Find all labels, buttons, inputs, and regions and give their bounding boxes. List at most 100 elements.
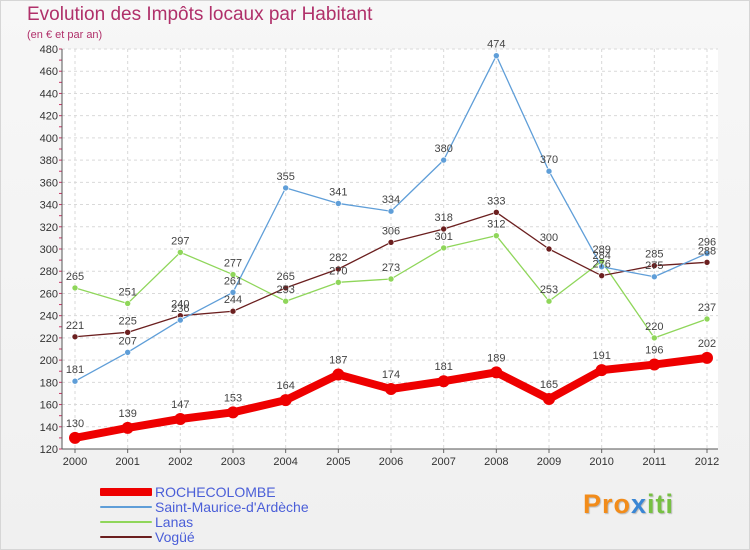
data-point	[177, 249, 184, 256]
data-label: 221	[66, 320, 84, 332]
y-tick-label: 360	[40, 177, 58, 189]
data-point	[229, 307, 237, 315]
data-point	[440, 156, 447, 164]
data-point	[493, 232, 500, 239]
data-label: 265	[276, 271, 294, 283]
data-point	[598, 272, 605, 279]
x-tick-label: 2012	[695, 456, 719, 468]
data-label: 312	[487, 219, 505, 231]
legend-swatch	[100, 535, 152, 538]
data-point	[124, 300, 131, 307]
proxiti-logo: Proxiti	[583, 489, 674, 520]
x-tick-label: 2007	[431, 456, 455, 468]
y-tick-label: 260	[40, 288, 58, 300]
x-tick-label: 2001	[115, 456, 139, 468]
data-point	[651, 334, 658, 342]
y-tick-label: 400	[40, 133, 58, 145]
data-point	[124, 329, 131, 336]
chart-legend: ROCHECOLOMBE Saint-Maurice-d'Ardèche Lanas…	[100, 484, 309, 545]
data-label: 380	[434, 143, 452, 155]
data-label: 284	[592, 250, 610, 262]
legend-label: Saint-Maurice-d'Ardèche	[155, 498, 309, 515]
data-point	[651, 262, 658, 269]
data-point	[385, 383, 397, 395]
data-point	[493, 52, 500, 59]
data-label: 253	[276, 284, 294, 296]
x-tick-label: 2005	[326, 456, 350, 468]
data-label: 333	[487, 195, 505, 207]
x-tick-label: 2000	[63, 456, 87, 468]
data-label: 225	[118, 315, 136, 327]
data-label: 139	[118, 408, 136, 420]
data-label: 251	[118, 286, 136, 298]
data-label: 300	[540, 232, 558, 244]
y-tick-label: 200	[40, 355, 58, 367]
data-point	[651, 273, 658, 281]
data-point	[174, 413, 187, 425]
data-label: 270	[329, 265, 347, 277]
y-tick-label: 160	[40, 400, 58, 412]
x-tick-label: 2006	[379, 456, 403, 468]
data-label: 334	[382, 194, 400, 206]
data-label: 189	[487, 352, 505, 364]
data-label: 191	[592, 350, 610, 362]
data-point	[335, 279, 342, 286]
data-point	[282, 297, 289, 305]
data-label: 164	[276, 380, 294, 392]
data-label: 276	[592, 259, 610, 271]
data-point	[387, 207, 395, 215]
data-point	[437, 375, 450, 388]
data-point	[387, 239, 395, 246]
data-label: 288	[698, 245, 716, 257]
data-point	[703, 259, 711, 266]
y-tick-label: 140	[40, 422, 58, 434]
data-label: 285	[645, 249, 663, 261]
legend-item: Lanas	[100, 514, 309, 530]
data-point	[279, 394, 292, 407]
data-point	[545, 167, 553, 175]
data-point	[71, 284, 79, 292]
data-label: 275	[645, 260, 663, 272]
legend-item: Saint-Maurice-d'Ardèche	[100, 498, 309, 515]
y-tick-label: 120	[40, 444, 58, 456]
legend-label: Vogüé	[155, 528, 195, 545]
logo-part-1: Pro	[583, 489, 632, 519]
y-tick-label: 440	[40, 88, 58, 100]
data-point	[69, 431, 81, 444]
data-point	[598, 263, 605, 271]
data-point	[648, 358, 661, 371]
data-point	[282, 284, 289, 292]
data-label: 130	[66, 418, 84, 430]
data-point	[440, 244, 447, 252]
data-point	[545, 245, 553, 253]
y-tick-label: 460	[40, 66, 58, 78]
legend-item: Vogüé	[100, 528, 309, 545]
data-point	[124, 349, 131, 356]
data-point	[387, 275, 395, 283]
data-label: 341	[329, 186, 347, 198]
data-label: 355	[276, 171, 294, 183]
x-tick-label: 2010	[589, 456, 613, 468]
data-point	[493, 209, 500, 216]
data-point	[703, 250, 711, 257]
data-label: 370	[540, 154, 558, 166]
data-point	[177, 316, 184, 324]
y-tick-label: 280	[40, 266, 58, 278]
data-point	[71, 333, 79, 341]
data-point	[545, 297, 553, 305]
legend-swatch	[100, 487, 152, 496]
x-tick-label: 2002	[168, 456, 192, 468]
data-label: 181	[434, 361, 452, 373]
y-tick-label: 320	[40, 222, 58, 234]
y-tick-label: 340	[40, 200, 58, 212]
data-label: 181	[66, 364, 84, 376]
legend-item: ROCHECOLOMBE	[100, 484, 309, 500]
data-label: 474	[487, 39, 505, 51]
logo-part-3: iti	[647, 489, 675, 519]
data-label: 196	[645, 345, 663, 357]
data-point	[229, 289, 237, 296]
data-point	[490, 366, 503, 379]
data-point	[335, 265, 342, 273]
data-label: 265	[66, 271, 84, 283]
